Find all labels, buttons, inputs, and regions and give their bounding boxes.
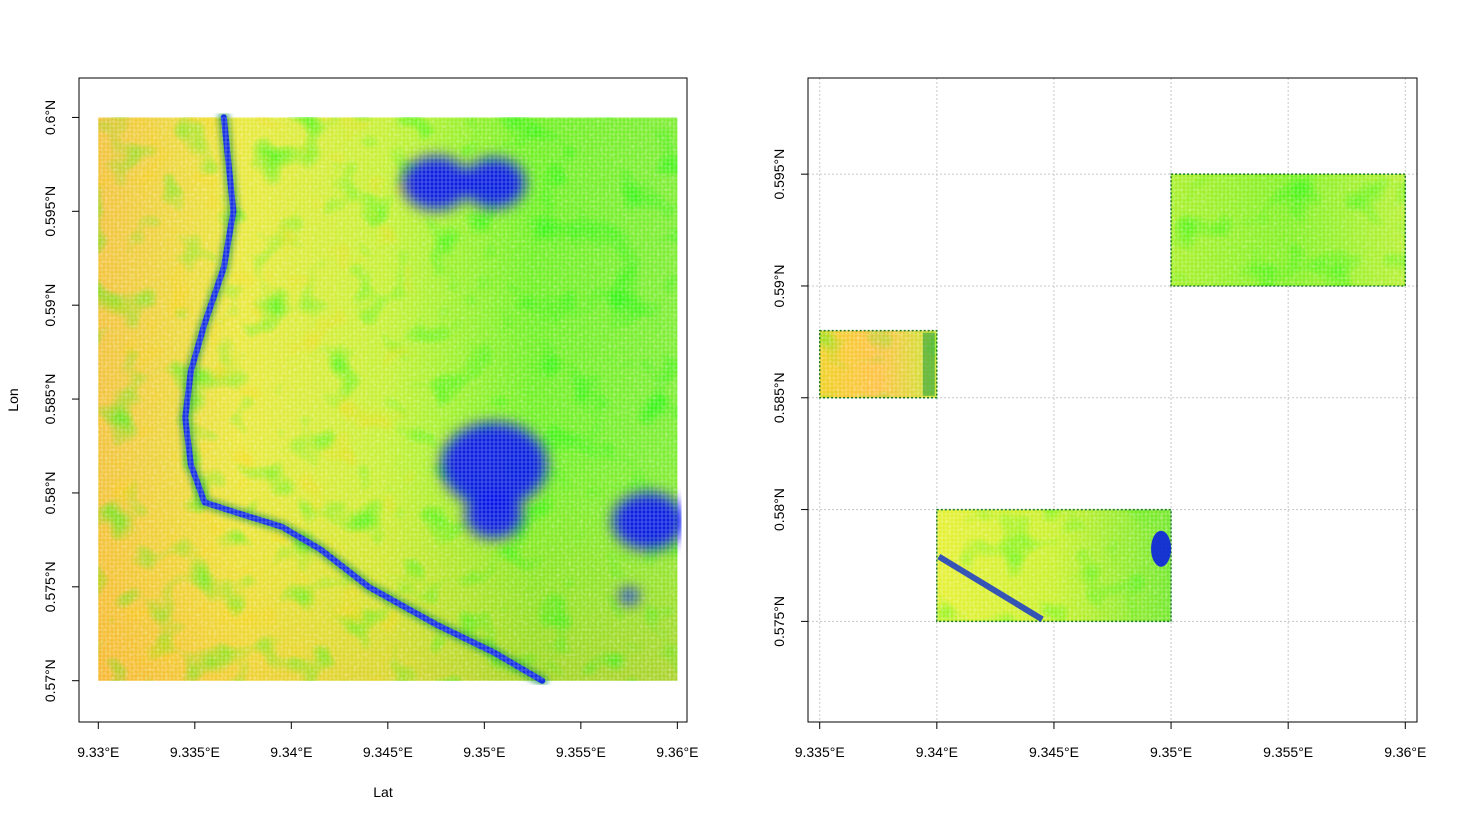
- left-y-tick-label: 0.59°N: [42, 284, 58, 327]
- left-x-axis: 9.33°E 9.335°E 9.34°E 9.345°E 9.35°E 9.355°E 9…: [77, 721, 698, 760]
- right-map-panel: 9.335°E 9.34°E 9.345°E 9.35°E 9.355°E 9.36°E …: [771, 77, 1426, 760]
- left-x-tick-label: 9.345°E: [363, 744, 413, 760]
- tile-edge-vegetation: [922, 332, 935, 396]
- river-segment: [937, 553, 1044, 622]
- left-x-tick-label: 9.355°E: [556, 744, 606, 760]
- left-y-tick-label: 0.585°N: [42, 374, 58, 425]
- right-x-tick-label: 9.345°E: [1029, 744, 1079, 760]
- left-raster: [98, 113, 682, 685]
- right-y-axis: 0.575°N 0.58°N 0.585°N 0.59°N 0.595°N: [771, 149, 809, 647]
- tile-edge: [1170, 173, 1407, 287]
- right-x-tick-label: 9.35°E: [1150, 744, 1192, 760]
- left-x-tick-label: 9.33°E: [77, 744, 119, 760]
- left-y-tick-label: 0.595°N: [42, 186, 58, 237]
- left-x-tick-label: 9.335°E: [170, 744, 220, 760]
- left-y-axis: 0.57°N 0.575°N 0.58°N 0.585°N 0.59°N 0.595°N 0…: [42, 100, 80, 702]
- left-map-panel: 9.33°E 9.335°E 9.34°E 9.345°E 9.35°E 9.355°E 9…: [5, 77, 698, 800]
- water-body: [1151, 530, 1172, 567]
- left-x-tick-label: 9.35°E: [463, 744, 505, 760]
- left-x-axis-title: Lat: [373, 784, 393, 800]
- tile-edge: [936, 508, 1172, 623]
- tile-hatch: [819, 330, 937, 398]
- left-x-tick-label: 9.34°E: [270, 744, 312, 760]
- left-y-tick-label: 0.57°N: [42, 659, 58, 702]
- right-x-tick-label: 9.355°E: [1263, 744, 1313, 760]
- left-y-tick-label: 0.575°N: [42, 561, 58, 612]
- tile-hatch: [936, 509, 1172, 622]
- left-y-tick-label: 0.58°N: [42, 471, 58, 514]
- right-y-tick-label: 0.585°N: [771, 372, 787, 423]
- right-y-tick-label: 0.575°N: [771, 596, 787, 647]
- right-tiles: [818, 173, 1407, 623]
- right-x-tick-label: 9.335°E: [795, 744, 845, 760]
- right-x-tick-label: 9.36°E: [1384, 744, 1426, 760]
- left-y-axis-title: Lon: [5, 388, 21, 411]
- left-y-tick-label: 0.6°N: [42, 100, 58, 135]
- right-y-tick-label: 0.59°N: [771, 264, 787, 307]
- right-y-tick-label: 0.58°N: [771, 488, 787, 531]
- tile-hatch: [1171, 174, 1406, 286]
- raster-hatch: [98, 117, 678, 681]
- left-x-tick-label: 9.36°E: [656, 744, 698, 760]
- tile-2: [936, 508, 1172, 623]
- tile-1: [818, 329, 938, 399]
- tile-3: [1170, 173, 1407, 287]
- right-x-axis: 9.335°E 9.34°E 9.345°E 9.35°E 9.355°E 9.36°E: [795, 721, 1426, 760]
- right-y-tick-label: 0.595°N: [771, 149, 787, 200]
- right-x-tick-label: 9.34°E: [916, 744, 958, 760]
